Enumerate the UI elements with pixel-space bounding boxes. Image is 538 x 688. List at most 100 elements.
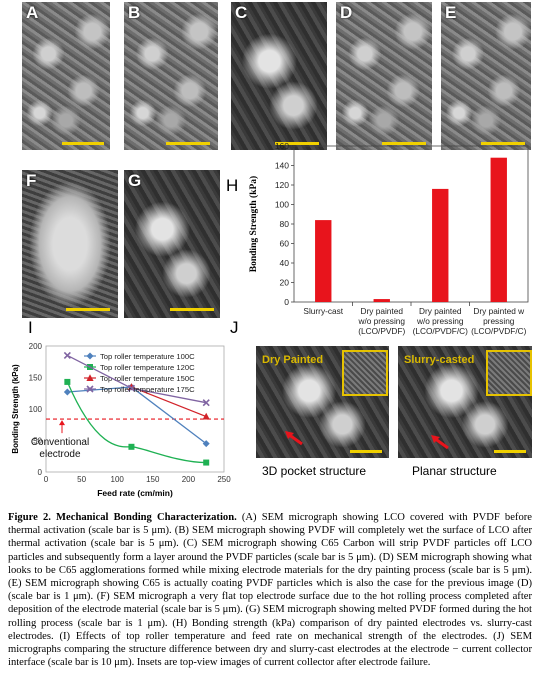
- reference-arrowhead: [59, 420, 65, 426]
- data-point: [202, 440, 210, 448]
- y-tick-label: 140: [275, 161, 289, 171]
- data-point: [86, 374, 94, 381]
- scale-bar: [170, 308, 214, 311]
- series-line: [67, 386, 207, 445]
- y-axis-label: Bonding Strength (kPa): [11, 364, 20, 454]
- y-tick-label: 0: [38, 468, 43, 477]
- y-tick-label: 120: [275, 180, 289, 190]
- caption-title: Figure 2. Mechanical Bonding Characteriz…: [8, 512, 237, 523]
- y-tick-label: 50: [33, 437, 42, 446]
- x-tick-label: (LCO/PVDF/C): [413, 326, 469, 336]
- panel-label-g: G: [128, 171, 142, 190]
- panel-label-j: J: [230, 318, 239, 337]
- caption-body: (A) SEM micrograph showing LCO covered w…: [8, 512, 532, 669]
- scale-bar: [350, 450, 382, 453]
- data-point: [202, 412, 210, 420]
- y-tick-label: 100: [29, 405, 43, 414]
- x-tick-label: (LCO/PVDF): [358, 326, 405, 336]
- data-point: [86, 352, 94, 360]
- inset-image: [486, 350, 532, 396]
- data-point: [127, 384, 136, 392]
- j-caption-right: Planar structure: [412, 464, 497, 478]
- legend-entry: Top roller temperature 175C: [100, 385, 195, 394]
- roller-temperature-line-chart: 0 50 100 150 200 0 50 100 150 200 250 Feed rate (cm…: [11, 342, 231, 498]
- data-point: [64, 378, 71, 385]
- y-tick-label: 40: [280, 258, 290, 268]
- x-tick-label: 100: [111, 475, 125, 484]
- legend-entry: Top roller temperature 150C: [100, 374, 195, 383]
- x-axis-label: Feed rate (cm/min): [97, 488, 173, 498]
- data-point: [86, 385, 94, 393]
- sem-image-d: D: [336, 2, 432, 150]
- x-tick-label: pressing: [483, 316, 515, 326]
- figure-caption: Figure 2. Mechanical Bonding Characteriz…: [8, 511, 532, 669]
- panel-label-h: H: [226, 176, 239, 195]
- data-point: [63, 388, 71, 396]
- scale-bar: [166, 142, 210, 145]
- inset-label: Dry Painted: [262, 354, 324, 366]
- j-caption-left: 3D pocket structure: [262, 464, 367, 478]
- legend-entry: Top roller temperature 100C: [100, 352, 195, 361]
- sem-image-j-slurry: Slurry-casted: [398, 346, 532, 458]
- red-arrow: [285, 431, 303, 446]
- panel-label-i: I: [28, 318, 33, 337]
- panel-label-d: D: [340, 3, 353, 22]
- x-tick-label: 50: [77, 475, 86, 484]
- y-axis-label: Bonding Strength (kPa): [248, 176, 259, 272]
- inset-label: Slurry-casted: [404, 354, 475, 366]
- sem-image-g: G: [124, 170, 220, 318]
- scale-bar: [494, 450, 526, 453]
- y-tick-label: 200: [29, 342, 43, 351]
- bonding-strength-bar-chart: 0 20 40 60 80 100 120 140 160 Bonding Strength (k…: [248, 141, 529, 336]
- scale-bar: [66, 308, 110, 311]
- sem-image-j-dry: Dry Painted: [256, 346, 389, 458]
- panel-label-f: F: [26, 171, 37, 190]
- plot-frame: [45, 345, 225, 473]
- y-tick-label: 20: [280, 278, 290, 288]
- x-tick-label: Dry painted w: [473, 306, 525, 316]
- data-point: [128, 443, 135, 450]
- scale-bar: [62, 142, 104, 145]
- x-tick-label: Slurry-cast: [303, 306, 343, 316]
- inset-image: [342, 350, 388, 396]
- scale-bar: [275, 142, 319, 145]
- data-point: [202, 399, 210, 407]
- scale-bar: [481, 142, 525, 145]
- x-tick-label: w/o pressing: [416, 316, 464, 326]
- y-tick-label: 60: [280, 239, 290, 249]
- x-tick-label: Dry painted: [361, 306, 404, 316]
- sem-image-c: C: [231, 2, 327, 150]
- data-point: [63, 351, 71, 360]
- y-tick-label: 160: [275, 141, 289, 151]
- y-tick-label: 0: [284, 297, 289, 307]
- x-tick-label: 200: [182, 475, 196, 484]
- x-tick-label: 250: [217, 475, 231, 484]
- series-line: [131, 386, 207, 418]
- panel-label-b: B: [128, 3, 141, 22]
- data-point: [203, 459, 210, 466]
- panel-label-a: A: [26, 3, 39, 22]
- x-tick-label: w/o pressing: [357, 316, 405, 326]
- red-arrow: [431, 435, 449, 450]
- bar: [373, 299, 390, 302]
- legend-entry: Top roller temperature 120C: [100, 363, 195, 372]
- panel-label-e: E: [445, 3, 457, 22]
- scale-bar: [382, 142, 426, 145]
- bar: [432, 188, 449, 302]
- x-tick-label: 0: [44, 475, 49, 484]
- bar: [490, 157, 507, 302]
- reference-label: Conventional: [31, 437, 89, 448]
- series-line: [66, 381, 207, 464]
- reference-label: electrode: [39, 449, 81, 460]
- x-tick-label: Dry painted: [419, 306, 462, 316]
- sem-image-a: A: [22, 2, 110, 150]
- y-tick-label: 150: [29, 374, 43, 383]
- bar: [315, 220, 332, 302]
- x-tick-label: 150: [146, 475, 160, 484]
- sem-image-f: F: [22, 170, 118, 318]
- sem-image-b: B: [124, 2, 218, 150]
- y-tick-label: 100: [275, 200, 289, 210]
- x-tick-label: (LCO/PVDF/C): [471, 326, 527, 336]
- panel-label-c: C: [235, 3, 248, 22]
- sem-image-e: E: [441, 2, 531, 150]
